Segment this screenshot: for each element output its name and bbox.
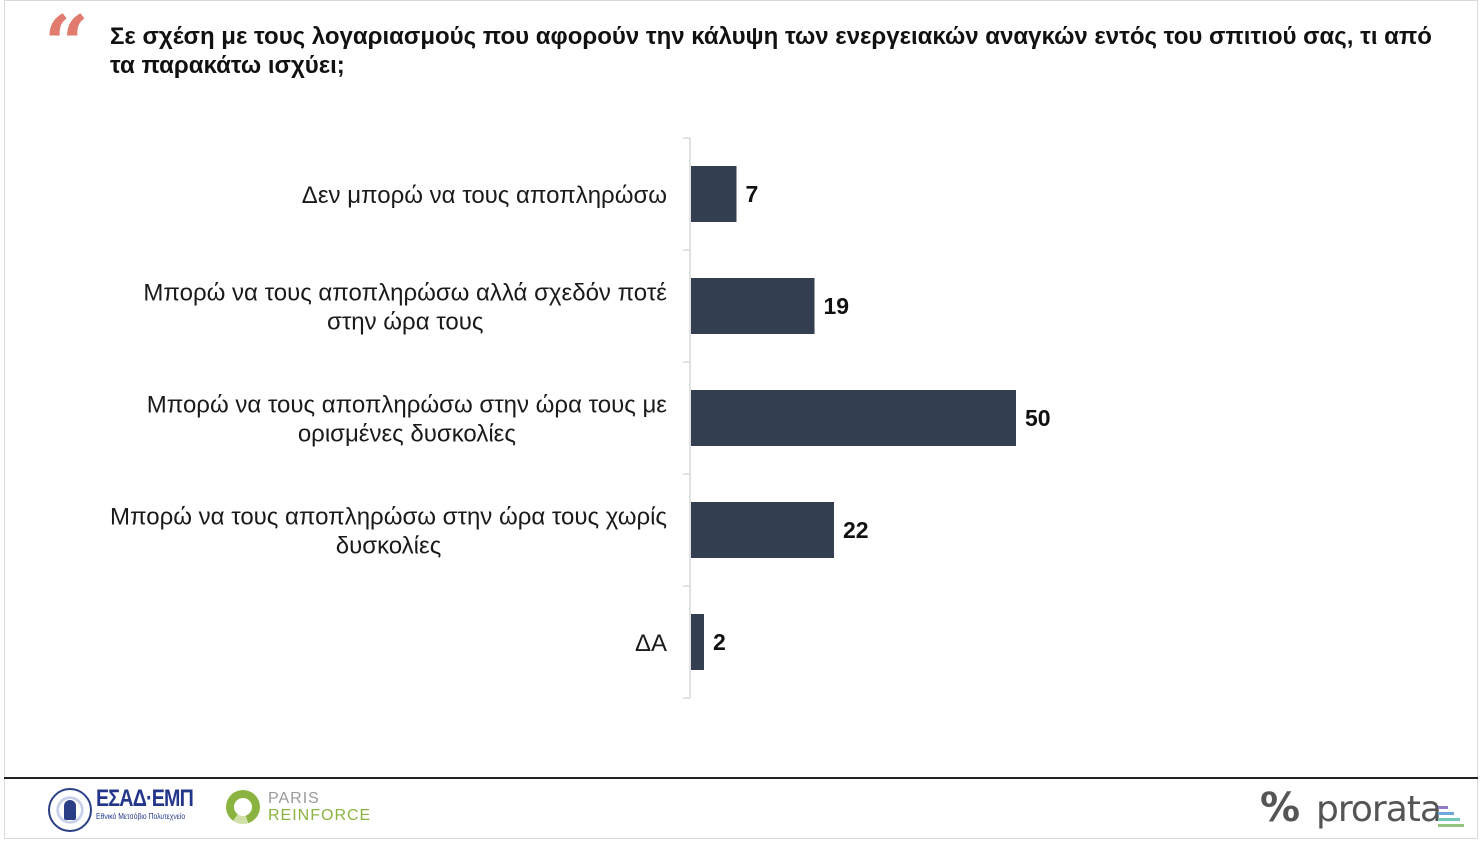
paris-reinforce-ring-icon [226,790,260,824]
bar-chart: 7 Δεν μπορώ να τους αποπληρώσω 19 Μπορώ να … [110,137,1051,699]
prorata-bars-icon [1438,806,1464,828]
ntua-seal-icon [48,788,92,832]
paris-reinforce-line1: PARIS [268,790,320,807]
slide-frame [4,0,1478,839]
category-label: ΔΑ [635,630,667,657]
data-label: 7 [746,181,759,207]
data-label: 2 [713,629,726,655]
esad-emp-logo-title: ΕΣΑΔ·ΕΜΠ [96,785,194,812]
category-label: Μπορώ να τους αποπληρώσω στην ώρα τους χ… [110,504,667,560]
data-label: 22 [843,517,869,543]
paris-reinforce-line2: REINFORCE [268,807,372,824]
data-label: 19 [824,293,850,319]
bar [691,278,815,334]
bar [691,614,704,670]
bar [691,502,834,558]
esad-emp-logo-subtitle: Εθνικό Μετσόβιο Πολυτεχνείο [96,812,186,821]
question-title: Σε σχέση με τους λογαριασμούς που αφορού… [110,23,1432,79]
category-label: Μπορώ να τους αποπληρώσω αλλά σχεδόν ποτ… [143,280,667,336]
paris-reinforce-logo: PARIS REINFORCE [226,790,376,830]
bar [691,390,1016,446]
data-label: 50 [1025,405,1051,431]
esad-emp-logo: ΕΣΑΔ·ΕΜΠ Εθνικό Μετσόβιο Πολυτεχνείο [48,786,198,834]
prorata-percent-icon: % [1260,785,1301,831]
category-label: Μπορώ να τους αποπληρώσω στην ώρα τους μ… [147,392,668,448]
prorata-logo-text: prorata [1316,789,1442,830]
quote-icon: “ [44,0,89,90]
category-label: Δεν μπορώ να τους αποπληρώσω [302,182,667,209]
bar [691,166,737,222]
footer-divider [4,777,1478,779]
